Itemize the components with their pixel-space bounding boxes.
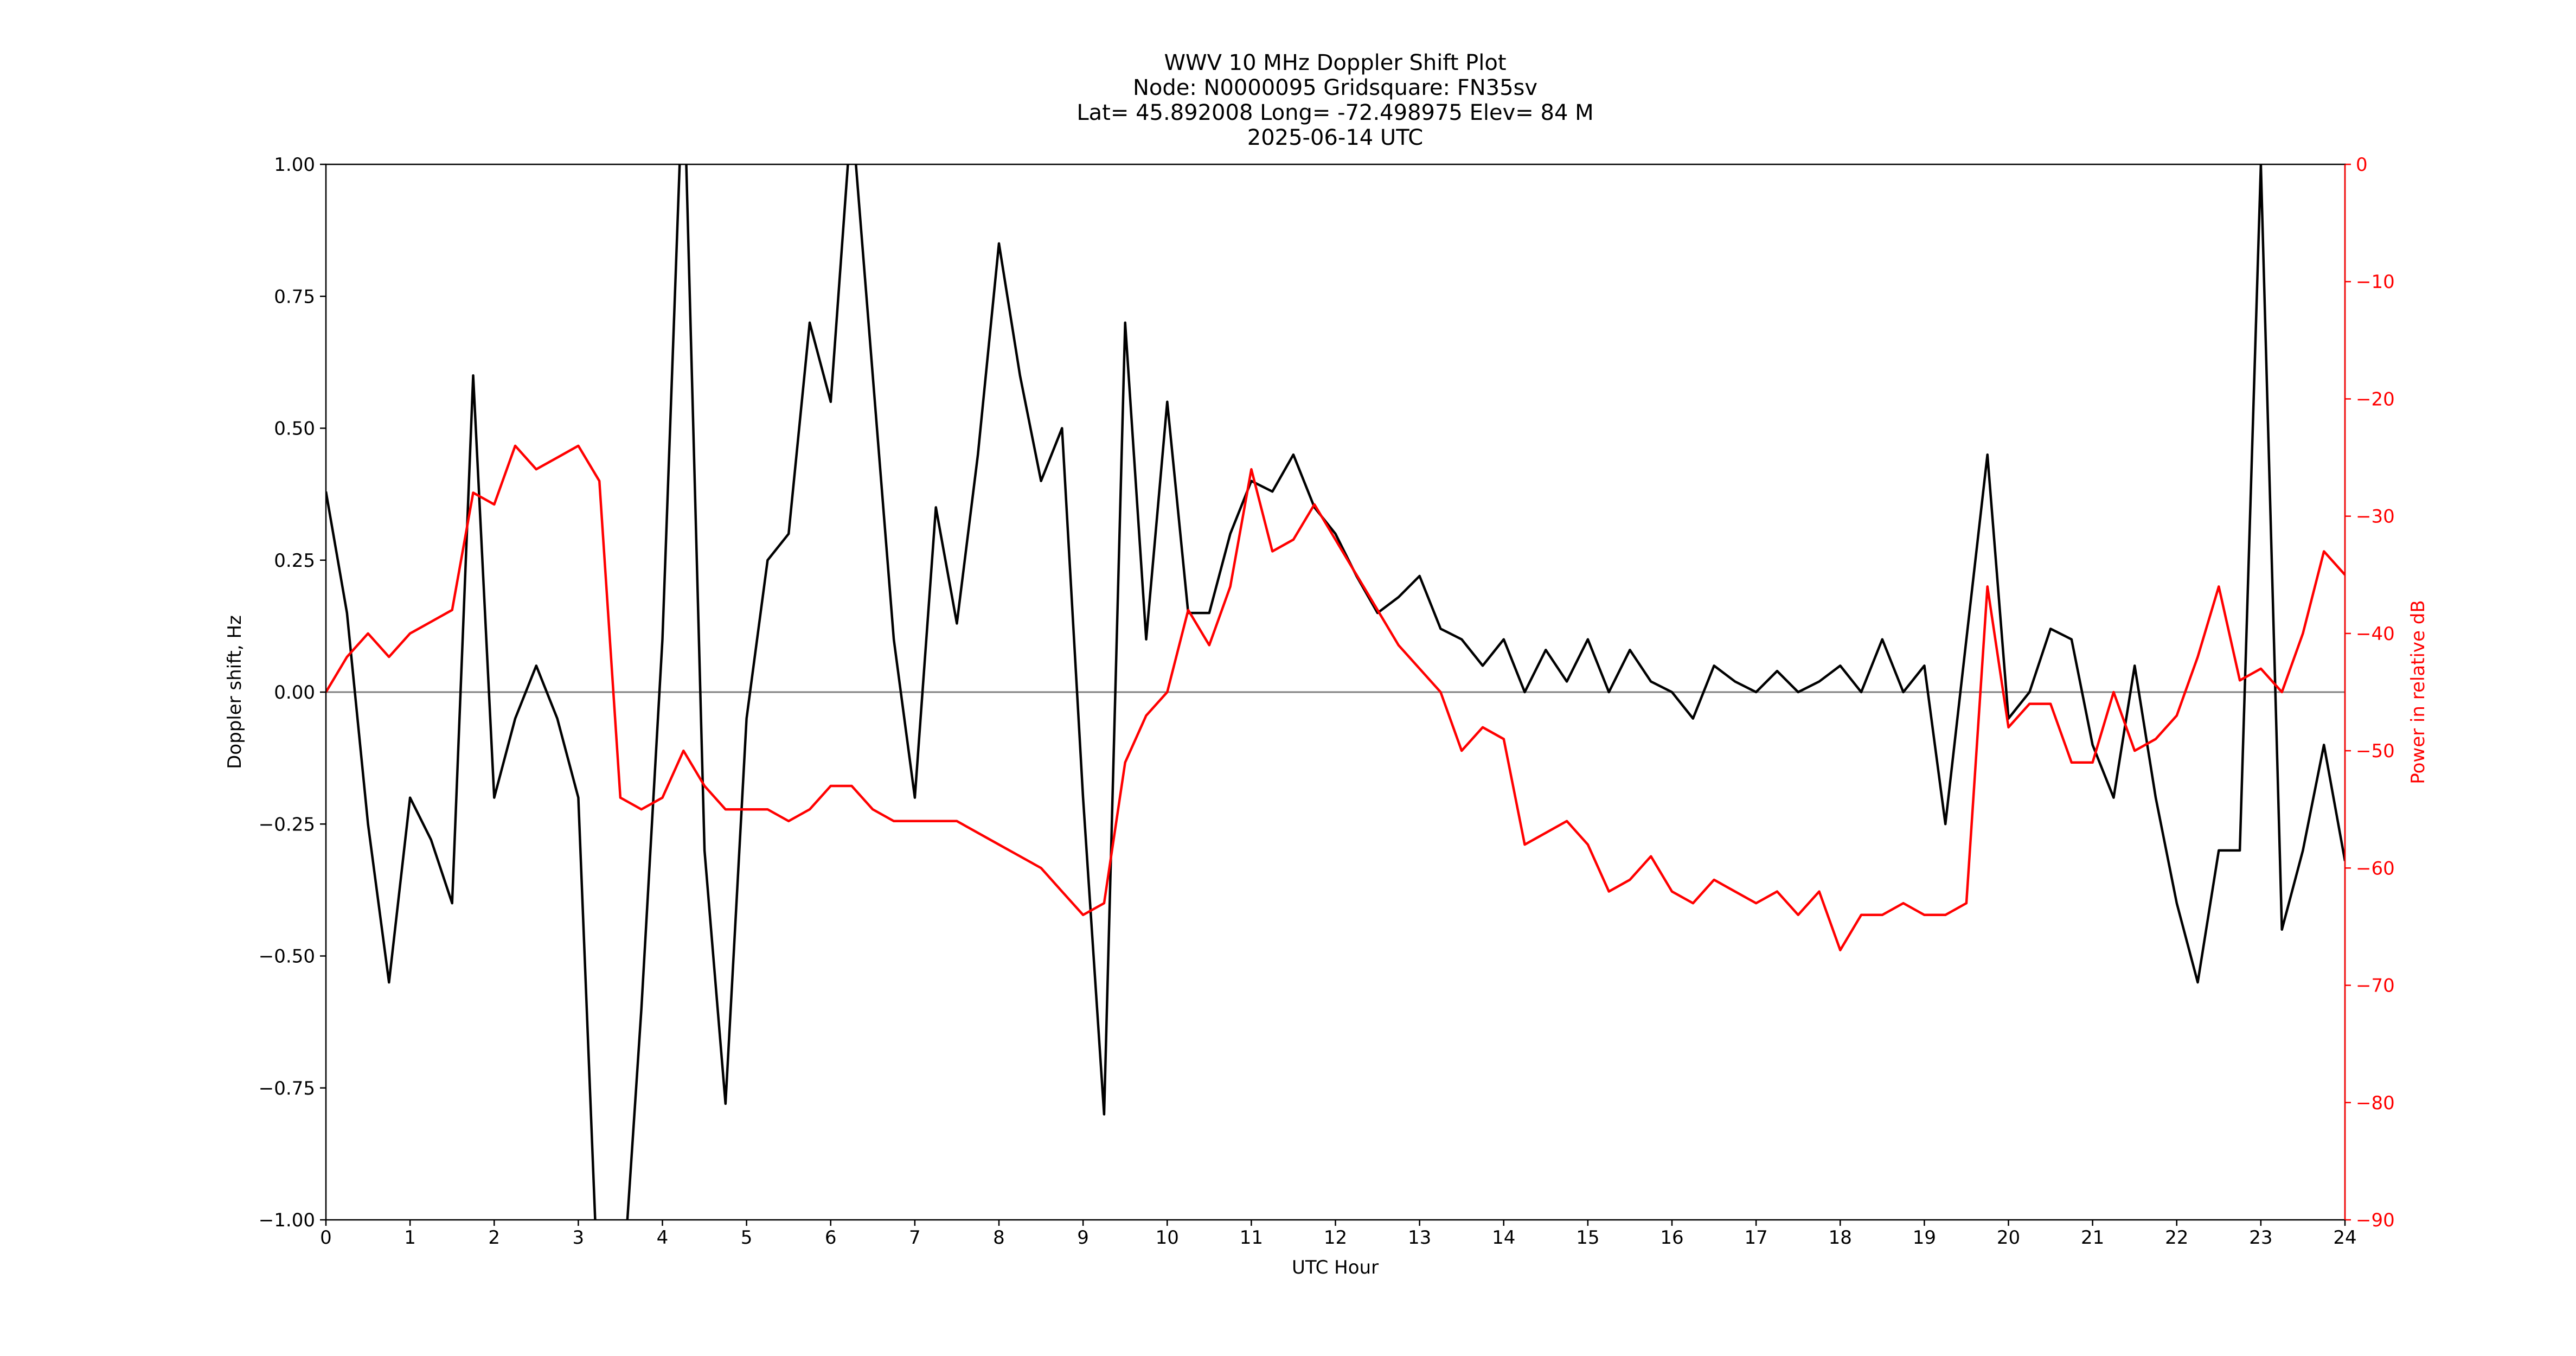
y-tick-label: −0.75	[259, 1078, 315, 1099]
x-tick-label: 21	[2081, 1227, 2104, 1249]
x-tick-label: 20	[1997, 1227, 2020, 1249]
x-tick-label: 12	[1324, 1227, 1347, 1249]
x-tick-label: 13	[1408, 1227, 1431, 1249]
x-tick-label: 1	[404, 1227, 416, 1249]
y2-tick-label: −80	[2356, 1092, 2395, 1114]
x-tick-label: 8	[993, 1227, 1005, 1249]
x-tick-label: 7	[909, 1227, 921, 1249]
x-tick-label: 14	[1492, 1227, 1515, 1249]
x-tick-label: 24	[2333, 1227, 2356, 1249]
x-tick-label: 10	[1156, 1227, 1179, 1249]
chart-title: WWV 10 MHz Doppler Shift Plot	[1164, 50, 1506, 75]
y-tick-label: −0.50	[259, 946, 315, 968]
y2-tick-label: −70	[2356, 975, 2395, 997]
y-tick-label: 0.00	[274, 682, 315, 703]
y-axis-label: Doppler shift, Hz	[224, 615, 246, 769]
y-tick-label: −0.25	[259, 814, 315, 835]
x-tick-label: 0	[320, 1227, 332, 1249]
y2-tick-label: −50	[2356, 740, 2395, 762]
x-axis-label: UTC Hour	[1292, 1257, 1379, 1278]
x-tick-label: 22	[2165, 1227, 2188, 1249]
x-tick-label: 5	[741, 1227, 753, 1249]
y2-tick-label: −10	[2356, 271, 2395, 293]
x-tick-label: 19	[1913, 1227, 1936, 1249]
x-tick-label: 4	[657, 1227, 669, 1249]
x-tick-label: 17	[1744, 1227, 1767, 1249]
y2-tick-label: −60	[2356, 858, 2395, 879]
y2-tick-label: −90	[2356, 1210, 2395, 1231]
y2-tick-label: −30	[2356, 506, 2395, 528]
y2-axis-label: Power in relative dB	[2407, 600, 2429, 784]
y2-tick-label: −40	[2356, 623, 2395, 645]
y-tick-label: 0.75	[274, 286, 315, 308]
x-tick-label: 3	[573, 1227, 585, 1249]
y-tick-label: −1.00	[259, 1210, 315, 1231]
x-tick-label: 6	[825, 1227, 837, 1249]
x-tick-label: 11	[1240, 1227, 1263, 1249]
chart-title: 2025-06-14 UTC	[1247, 125, 1423, 150]
chart-title: Node: N0000095 Gridsquare: FN35sv	[1133, 75, 1537, 100]
x-tick-label: 16	[1660, 1227, 1683, 1249]
x-tick-label: 18	[1829, 1227, 1852, 1249]
y-tick-label: 0.50	[274, 418, 315, 440]
y2-tick-label: −20	[2356, 388, 2395, 410]
series-line	[326, 164, 2345, 1220]
x-tick-label: 15	[1576, 1227, 1599, 1249]
x-tick-label: 2	[488, 1227, 500, 1249]
y-tick-label: 0.25	[274, 550, 315, 572]
x-tick-label: 23	[2249, 1227, 2272, 1249]
y-tick-label: 1.00	[274, 154, 315, 176]
y2-tick-label: 0	[2356, 154, 2368, 176]
series-line	[326, 444, 2345, 951]
x-tick-label: 9	[1077, 1227, 1089, 1249]
chart-title: Lat= 45.892008 Long= -72.498975 Elev= 84…	[1076, 100, 1593, 125]
